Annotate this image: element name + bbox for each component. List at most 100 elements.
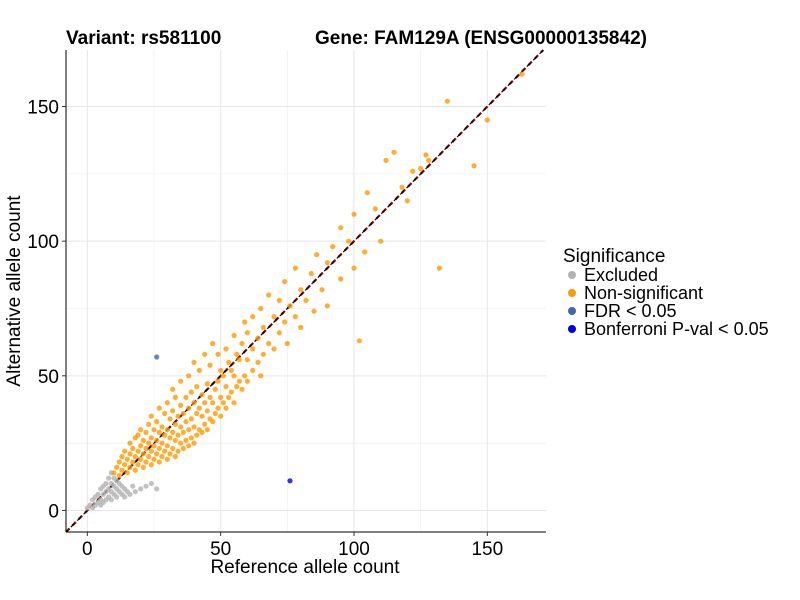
data-point — [266, 292, 272, 298]
data-point — [202, 351, 208, 357]
data-point — [114, 494, 120, 500]
data-point — [162, 410, 168, 417]
data-point — [199, 413, 205, 419]
reference-line — [65, 49, 545, 533]
data-point — [242, 319, 248, 325]
legend-key-excluded — [568, 271, 576, 279]
data-point — [127, 464, 133, 470]
data-point — [183, 394, 189, 400]
data-point — [282, 279, 288, 285]
data-point — [271, 346, 277, 352]
data-point — [130, 445, 136, 452]
data-point — [324, 303, 330, 309]
data-point — [204, 427, 210, 433]
data-point — [148, 480, 154, 487]
data-point — [167, 435, 173, 441]
data-point — [108, 497, 114, 503]
data-point — [234, 384, 240, 390]
data-point — [127, 451, 133, 457]
data-point — [212, 410, 218, 417]
y-tick-label: 0 — [48, 501, 59, 522]
data-point — [383, 157, 389, 163]
data-point — [103, 480, 109, 487]
data-point — [151, 443, 157, 449]
data-point — [154, 451, 160, 457]
data-point — [146, 440, 152, 446]
x-axis-title: Reference allele count — [210, 557, 400, 578]
data-point — [258, 373, 264, 379]
data-point — [292, 265, 298, 271]
data-point — [236, 357, 242, 363]
data-point — [122, 494, 128, 500]
data-point — [436, 265, 442, 271]
data-point — [175, 448, 181, 454]
data-point — [239, 386, 245, 392]
data-point — [194, 384, 200, 390]
data-point — [116, 459, 122, 465]
data-point — [151, 427, 157, 433]
data-point — [404, 198, 410, 204]
data-point — [210, 419, 216, 425]
data-point — [140, 451, 146, 457]
chart-title-gene: Gene: FAM129A (ENSG00000135842) — [315, 28, 647, 49]
legend: Significance ExcludedNon-significantFDR … — [563, 246, 769, 339]
data-point — [146, 421, 152, 427]
data-point — [175, 413, 181, 419]
series-non-significant — [111, 71, 525, 479]
data-point — [194, 410, 200, 417]
data-point — [215, 378, 221, 384]
data-point — [188, 389, 194, 395]
data-point — [338, 225, 344, 231]
data-point — [127, 491, 133, 497]
legend-label: FDR < 0.05 — [584, 301, 677, 321]
data-point — [191, 359, 197, 365]
data-point — [170, 386, 176, 392]
data-point — [231, 400, 237, 406]
data-point — [143, 483, 149, 489]
data-point — [154, 437, 160, 443]
y-tick-label: 150 — [27, 98, 59, 119]
data-point — [183, 419, 189, 425]
data-point — [162, 448, 168, 454]
reference-line-dashed-inner — [65, 49, 544, 533]
data-point — [122, 462, 128, 468]
legend-label: Excluded — [584, 265, 658, 285]
legend-title: Significance — [563, 246, 665, 267]
data-point — [260, 324, 266, 330]
data-point — [178, 424, 184, 430]
data-point — [159, 424, 165, 430]
data-point — [231, 332, 237, 338]
data-point — [178, 440, 184, 446]
data-point — [183, 437, 189, 443]
data-point — [292, 314, 298, 320]
data-point — [236, 378, 242, 384]
data-point — [138, 486, 144, 492]
data-point — [135, 432, 141, 438]
data-point — [426, 157, 432, 163]
data-point — [287, 478, 293, 484]
legend-label: Bonferroni P-val < 0.05 — [584, 319, 769, 339]
data-point — [223, 346, 229, 352]
data-point — [170, 408, 176, 414]
axis-ticks: 0 50 100 150 0 50 100 150 — [27, 98, 503, 560]
data-point — [260, 351, 266, 357]
data-point — [220, 400, 226, 406]
data-point — [298, 324, 304, 330]
data-point — [242, 373, 248, 379]
data-point — [140, 464, 146, 470]
legend-key-non-significant — [568, 289, 576, 297]
data-point — [191, 424, 197, 430]
data-point — [151, 456, 157, 462]
x-tick-label: 100 — [338, 539, 370, 560]
data-point — [154, 486, 160, 492]
data-point — [399, 184, 405, 190]
data-point — [154, 419, 160, 425]
data-point — [196, 405, 202, 411]
data-point — [127, 440, 133, 446]
data-point — [164, 400, 170, 406]
data-point — [215, 351, 221, 357]
data-point — [132, 489, 138, 495]
data-point — [391, 149, 397, 155]
y-tick-label: 50 — [38, 367, 59, 388]
